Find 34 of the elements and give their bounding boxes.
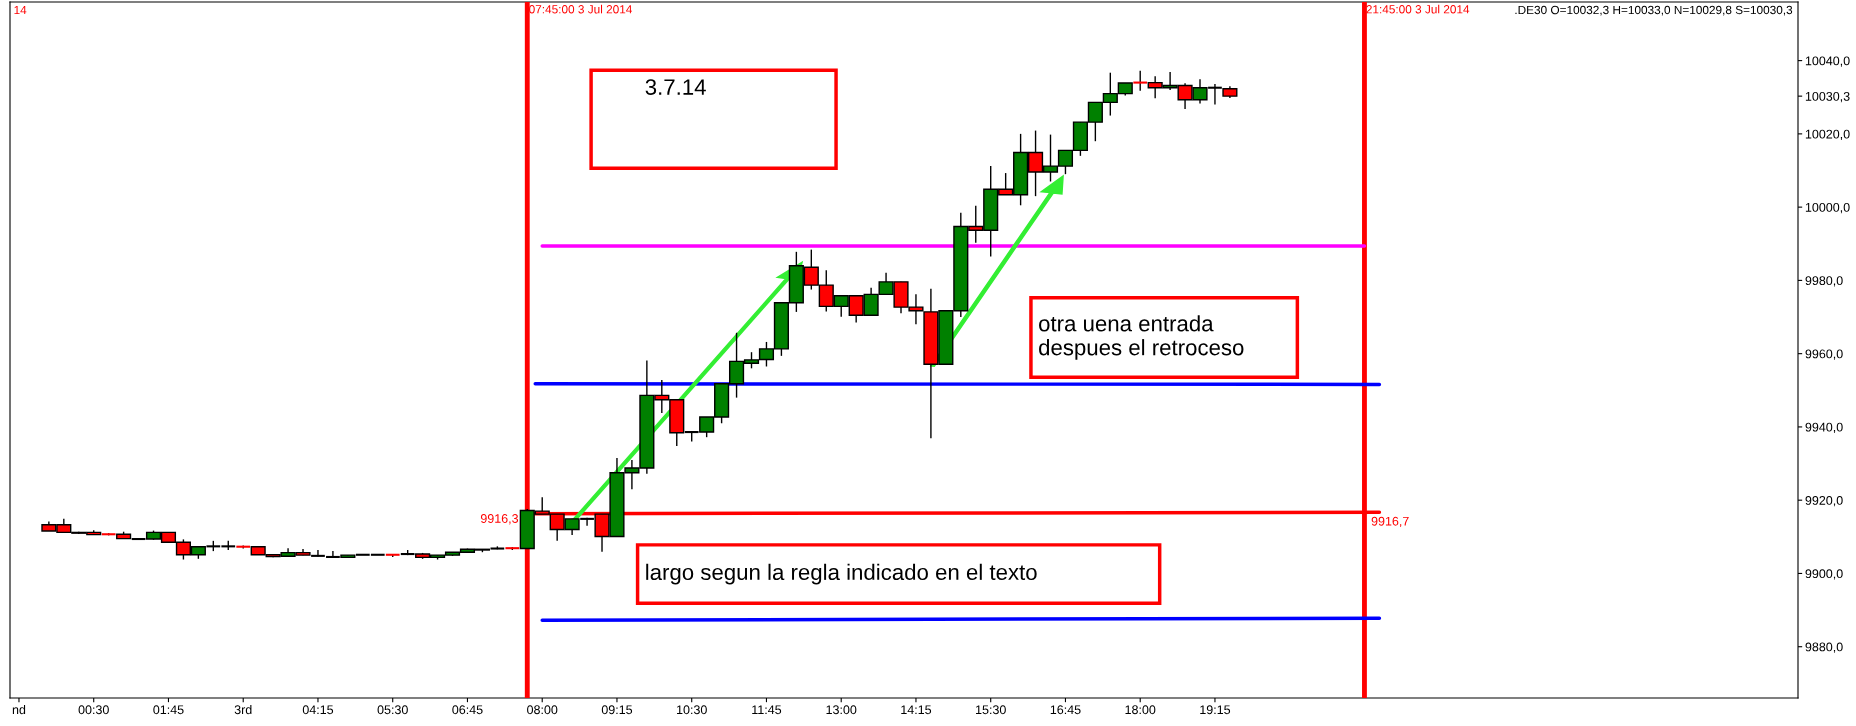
x-tick-label: 11:45 (752, 705, 782, 715)
x-tick-label: 06:45 (452, 705, 483, 715)
x-tick-label: 16:45 (1050, 705, 1081, 715)
annotation: 14 (14, 5, 27, 15)
x-tick-label: 19:15 (1200, 705, 1231, 715)
x-tick-label: 3rd (234, 704, 252, 715)
x-tick-label: 15:30 (976, 705, 1006, 715)
annotation: 3.7.14 (645, 79, 706, 95)
y-tick-label: 9960,0 (1805, 349, 1843, 360)
annotation: .DE30 O=10032,3 H=10033,0 N=10029,8 S=10030,3 (1515, 5, 1793, 16)
x-tick-label: nd (12, 704, 26, 715)
x-tick-label: 14:15 (901, 705, 932, 715)
y-tick-label: 10000,0 (1805, 202, 1850, 214)
x-tick-label: 18:00 (1125, 705, 1156, 715)
data-label: 9916,3 (480, 514, 519, 525)
y-tick-label: 9980,0 (1805, 276, 1843, 287)
annotation: largo segun la regla indicado en el texto (646, 563, 1037, 585)
x-tick-label: 00:30 (78, 705, 109, 715)
data-label: 9916,7 (1371, 516, 1409, 528)
y-tick-label: 9940,0 (1805, 422, 1843, 434)
annotation: otra uena entrada despues el retroceso (1039, 315, 1244, 360)
x-tick-label: 01:45 (153, 705, 184, 715)
y-tick-label: 9920,0 (1805, 495, 1843, 507)
y-tick-label: 10040,0 (1805, 56, 1850, 67)
y-tick-label: 9900,0 (1805, 569, 1843, 580)
y-tick-label: 9880,0 (1805, 642, 1843, 653)
x-tick-label: 13:00 (826, 705, 857, 715)
y-tick-label: 10030,3 (1805, 91, 1850, 103)
x-tick-label: 09:15 (601, 705, 633, 715)
y-tick-label: 10020,0 (1805, 129, 1850, 140)
x-tick-label: 04:15 (302, 705, 334, 715)
x-tick-label: 08:00 (527, 705, 558, 715)
x-tick-label: 10:30 (677, 705, 707, 715)
x-tick-label: 05:30 (377, 705, 408, 715)
